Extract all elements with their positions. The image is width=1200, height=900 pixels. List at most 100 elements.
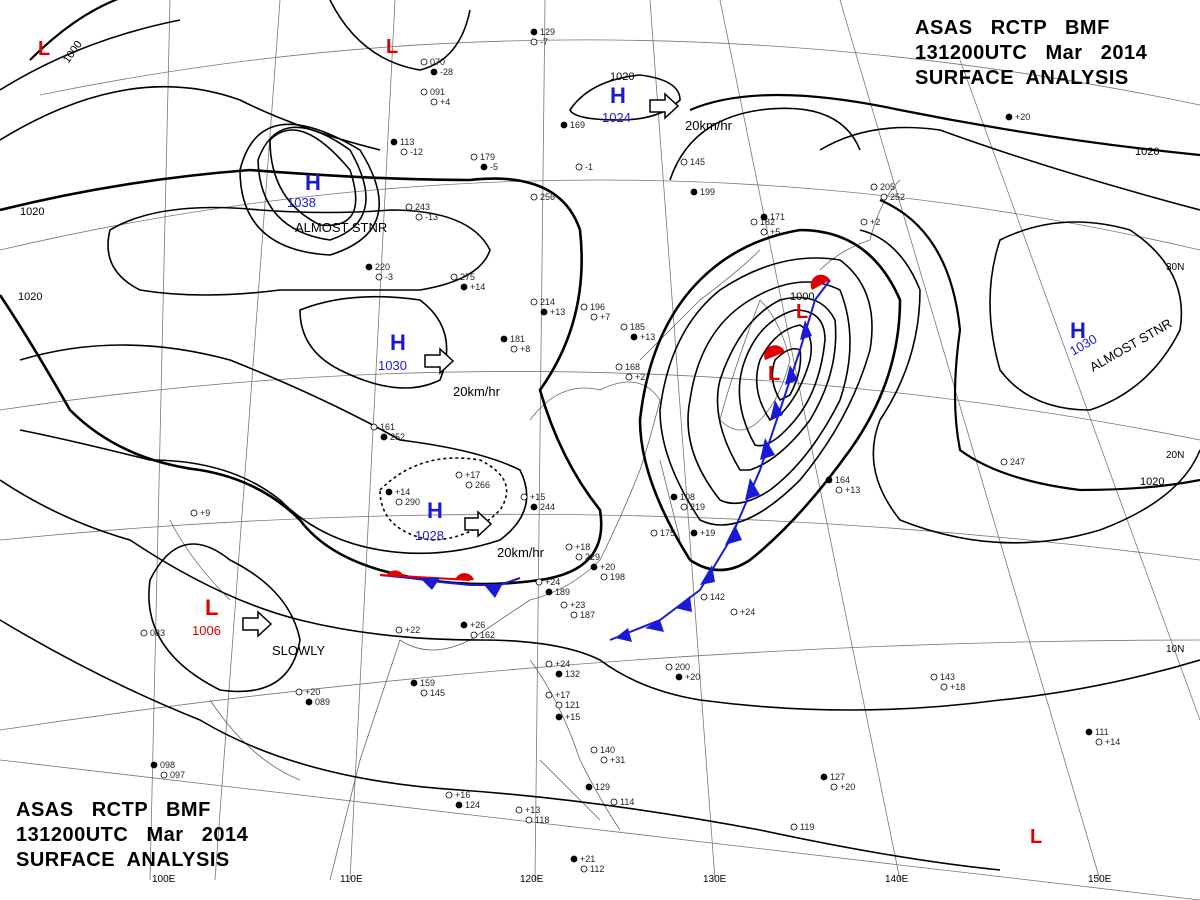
station-value: -1: [585, 162, 593, 172]
station-value: -12: [410, 147, 423, 157]
station-circle-icon: [470, 153, 478, 161]
footer-line-1: ASAS RCTP BMF: [16, 799, 211, 821]
station-value: 189: [555, 587, 570, 597]
lon-label: 150E: [1088, 874, 1112, 885]
station-circle-icon: [650, 529, 658, 537]
station-circle-icon: [530, 193, 538, 201]
lon-label: 140E: [885, 874, 909, 885]
station-value: 187: [580, 610, 595, 620]
station-circle-icon: [430, 68, 438, 76]
station-circle-icon: [1000, 458, 1008, 466]
station-circle-icon: [530, 38, 538, 46]
station-value: 098: [160, 760, 175, 770]
station-circle-icon: [380, 433, 388, 441]
station-circle-icon: [460, 283, 468, 291]
station-circle-icon: [940, 683, 948, 691]
cold-front-symbol: [725, 525, 742, 545]
station-circle-icon: [675, 673, 683, 681]
station-circle-icon: [1085, 728, 1093, 736]
station-value: 198: [610, 572, 625, 582]
footer-line-2: 131200UTC Mar 2014: [16, 824, 249, 846]
station-circle-icon: [545, 691, 553, 699]
station-value: 252: [390, 432, 405, 442]
station-circle-icon: [470, 631, 478, 639]
station-value: 162: [480, 630, 495, 640]
station-value: +15: [565, 712, 580, 722]
station-circle-icon: [510, 345, 518, 353]
station-value: 275: [460, 272, 475, 282]
station-circle-icon: [555, 701, 563, 709]
station-value: +23: [570, 600, 585, 610]
station-value: 111: [1095, 727, 1109, 737]
station-value: +31: [610, 755, 625, 765]
station-circle-icon: [730, 608, 738, 616]
isobar-label: 1020: [1140, 476, 1164, 488]
station-circle-icon: [520, 493, 528, 501]
station-value: +14: [395, 487, 410, 497]
cold-front-symbol: [645, 620, 664, 632]
chart-header: ASAS RCTP BMF 131200UTC Mar 2014 SURFACE…: [915, 16, 1147, 91]
station-circle-icon: [530, 503, 538, 511]
cold-front-symbol: [785, 365, 798, 385]
station-circle-icon: [670, 493, 678, 501]
station-circle-icon: [680, 503, 688, 511]
station-value: +24: [555, 659, 570, 669]
station-circle-icon: [295, 688, 303, 696]
station-value: +14: [470, 282, 485, 292]
station-value: +4: [440, 97, 450, 107]
station-value: +19: [700, 528, 715, 538]
station-value: +18: [950, 682, 965, 692]
station-circle-icon: [585, 783, 593, 791]
station-value: 129: [595, 782, 610, 792]
station-circle-icon: [1005, 113, 1013, 121]
lat-label: 30N: [1166, 262, 1184, 273]
warm-front-symbol: [455, 573, 474, 580]
lat-label: 20N: [1166, 450, 1184, 461]
station-value: 142: [710, 592, 725, 602]
station-circle-icon: [140, 629, 148, 637]
station-value: +22: [405, 625, 420, 635]
station-circle-icon: [665, 663, 673, 671]
station-value: +13: [525, 805, 540, 815]
high-south-china-motion: 20km/hr: [497, 545, 545, 560]
station-value: 159: [420, 678, 435, 688]
station-circle-icon: [580, 303, 588, 311]
station-value: 171: [770, 212, 785, 222]
station-circle-icon: [480, 163, 488, 171]
station-circle-icon: [365, 263, 373, 271]
station-circle-icon: [450, 273, 458, 281]
isobar-label: 1020: [610, 71, 634, 83]
high-south-china-symbol: H: [427, 498, 443, 523]
station-circle-icon: [305, 698, 313, 706]
isobar-label: 1020: [1135, 146, 1159, 158]
station-circle-icon: [610, 798, 618, 806]
station-value: 169: [570, 120, 585, 130]
station-circle-icon: [690, 188, 698, 196]
station-circle-icon: [630, 333, 638, 341]
station-value: 132: [565, 669, 580, 679]
station-circle-icon: [540, 308, 548, 316]
station-value: 114: [620, 797, 634, 807]
lon-label: 100E: [152, 874, 176, 885]
high-mongolia-pressure: 1038: [287, 195, 316, 210]
station-circle-icon: [690, 529, 698, 537]
station-value: 083: [150, 628, 165, 638]
station-circle-icon: [790, 823, 798, 831]
station-circle-icon: [395, 498, 403, 506]
station-circle-icon: [405, 203, 413, 211]
station-value: 089: [315, 697, 330, 707]
station-value: 161: [380, 422, 395, 432]
station-value: 112: [590, 864, 604, 874]
station-circle-icon: [385, 488, 393, 496]
station-circle-icon: [860, 218, 868, 226]
station-circle-icon: [1095, 738, 1103, 746]
station-value: +24: [545, 577, 560, 587]
isobar-label: 1020: [20, 206, 44, 218]
station-value: 070: [430, 57, 445, 67]
station-value: 266: [475, 480, 490, 490]
station-circle-icon: [535, 578, 543, 586]
station-circle-icon: [465, 481, 473, 489]
station-value: +20: [305, 687, 320, 697]
